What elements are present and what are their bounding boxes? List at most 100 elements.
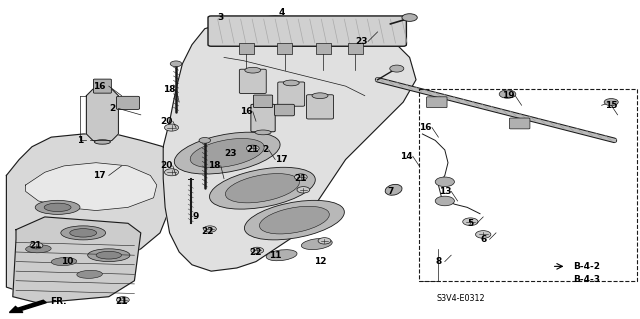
Text: B-4-2: B-4-2	[573, 262, 600, 271]
Bar	[239, 43, 254, 54]
Text: 12: 12	[314, 257, 326, 266]
Text: 21: 21	[246, 145, 259, 154]
Text: 2: 2	[109, 104, 115, 113]
Circle shape	[30, 242, 43, 249]
Ellipse shape	[95, 140, 111, 144]
Text: 6: 6	[480, 235, 486, 244]
Circle shape	[294, 174, 307, 180]
Ellipse shape	[283, 80, 300, 86]
Polygon shape	[86, 86, 118, 144]
Circle shape	[318, 238, 331, 244]
Polygon shape	[6, 134, 176, 293]
Text: 16: 16	[419, 123, 432, 132]
Text: 20: 20	[160, 161, 173, 170]
FancyBboxPatch shape	[307, 95, 333, 119]
Text: 9: 9	[192, 212, 198, 221]
Bar	[277, 43, 292, 54]
Ellipse shape	[225, 174, 300, 203]
Text: 5: 5	[467, 219, 474, 228]
Polygon shape	[26, 163, 157, 211]
Text: 22: 22	[202, 227, 214, 236]
FancyBboxPatch shape	[116, 96, 140, 109]
Ellipse shape	[44, 203, 71, 211]
Text: 18: 18	[208, 161, 221, 170]
Text: 2: 2	[262, 145, 269, 154]
Ellipse shape	[245, 67, 261, 73]
Circle shape	[499, 90, 516, 98]
FancyBboxPatch shape	[208, 16, 406, 46]
Ellipse shape	[61, 226, 106, 240]
Text: 22: 22	[250, 248, 262, 256]
Circle shape	[435, 177, 454, 187]
Circle shape	[390, 65, 404, 72]
Circle shape	[463, 218, 478, 226]
Bar	[419, 89, 637, 281]
Circle shape	[402, 14, 417, 21]
Ellipse shape	[259, 206, 330, 234]
Text: 14: 14	[400, 152, 413, 161]
Text: S3V4-E0312: S3V4-E0312	[436, 294, 485, 303]
Text: 21: 21	[294, 174, 307, 183]
FancyBboxPatch shape	[427, 97, 447, 108]
Ellipse shape	[96, 251, 122, 259]
Ellipse shape	[26, 245, 51, 253]
Circle shape	[604, 99, 618, 106]
Ellipse shape	[244, 200, 344, 240]
FancyBboxPatch shape	[253, 95, 273, 108]
Text: 21: 21	[115, 297, 128, 306]
Text: 11: 11	[269, 251, 282, 260]
Text: 17: 17	[93, 171, 106, 180]
Circle shape	[476, 231, 491, 238]
Ellipse shape	[255, 130, 271, 135]
FancyBboxPatch shape	[509, 118, 530, 129]
FancyBboxPatch shape	[251, 104, 275, 132]
Ellipse shape	[190, 138, 264, 168]
Ellipse shape	[77, 270, 102, 278]
Text: 16: 16	[240, 107, 253, 116]
Text: 21: 21	[29, 241, 42, 250]
Circle shape	[246, 145, 259, 152]
Text: 19: 19	[502, 91, 515, 100]
FancyBboxPatch shape	[278, 82, 305, 106]
Text: 8: 8	[435, 257, 442, 266]
Ellipse shape	[266, 250, 297, 261]
Text: FR.: FR.	[50, 297, 67, 306]
Bar	[316, 43, 331, 54]
Text: 13: 13	[438, 187, 451, 196]
FancyBboxPatch shape	[239, 69, 266, 93]
Text: 3: 3	[218, 13, 224, 22]
Circle shape	[199, 137, 211, 143]
FancyArrow shape	[10, 300, 46, 313]
Bar	[348, 43, 363, 54]
Circle shape	[435, 196, 454, 206]
Text: 17: 17	[275, 155, 288, 164]
Ellipse shape	[88, 249, 130, 262]
Ellipse shape	[51, 257, 77, 266]
Ellipse shape	[35, 200, 80, 214]
Circle shape	[164, 124, 179, 131]
Circle shape	[116, 297, 129, 303]
Polygon shape	[163, 16, 416, 271]
Circle shape	[251, 247, 264, 254]
Circle shape	[164, 169, 179, 176]
Text: B-4-3: B-4-3	[573, 275, 600, 284]
Text: 4: 4	[278, 8, 285, 17]
Circle shape	[204, 226, 216, 232]
Text: 1: 1	[77, 136, 83, 145]
Text: 15: 15	[605, 101, 618, 110]
Ellipse shape	[312, 93, 328, 99]
Ellipse shape	[301, 239, 332, 249]
Text: 20: 20	[160, 117, 173, 126]
Circle shape	[297, 187, 310, 193]
Polygon shape	[13, 217, 141, 303]
Text: 10: 10	[61, 257, 74, 266]
FancyBboxPatch shape	[93, 79, 111, 93]
Text: 23: 23	[224, 149, 237, 158]
Ellipse shape	[70, 229, 97, 237]
Ellipse shape	[209, 167, 316, 209]
Text: 16: 16	[93, 82, 106, 91]
Circle shape	[170, 61, 182, 67]
Text: 7: 7	[387, 187, 394, 196]
Text: 23: 23	[355, 37, 368, 46]
Ellipse shape	[385, 184, 402, 195]
